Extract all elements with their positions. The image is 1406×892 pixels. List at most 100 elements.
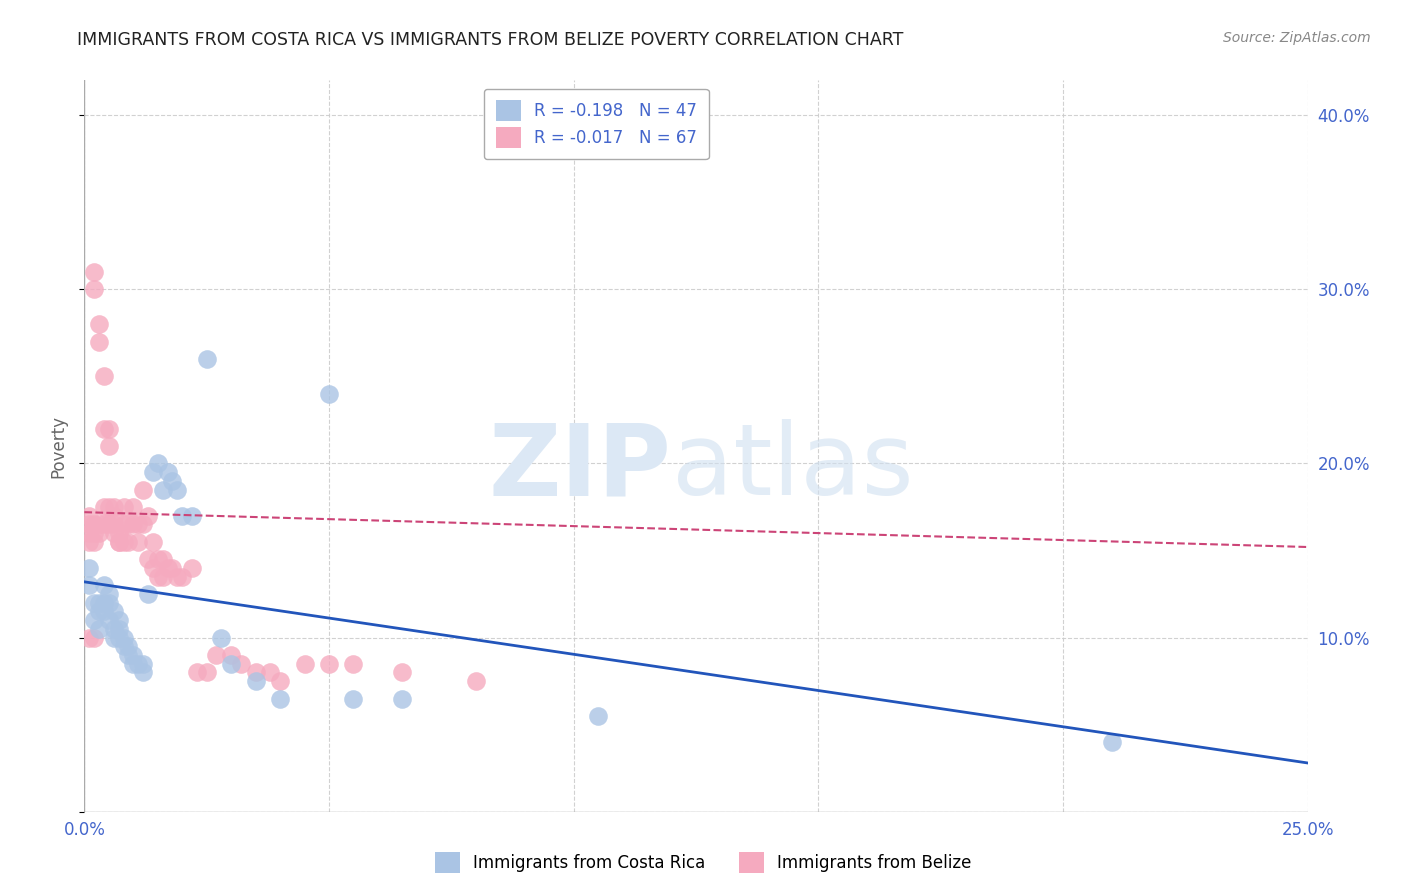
Point: [142, 561, 165, 575]
Point: [342, 691, 364, 706]
Point: [132, 517, 155, 532]
Point: [172, 508, 194, 523]
Point: [83, 517, 105, 532]
Point: [156, 561, 179, 575]
Point: [117, 648, 139, 662]
Point: [136, 552, 159, 566]
Point: [152, 483, 174, 497]
Point: [97, 596, 120, 610]
Point: [83, 282, 105, 296]
Point: [245, 674, 267, 689]
Point: [97, 439, 120, 453]
Point: [391, 691, 413, 706]
Point: [107, 534, 129, 549]
Point: [107, 613, 129, 627]
Point: [269, 674, 291, 689]
Point: [112, 631, 135, 645]
Point: [136, 508, 159, 523]
Point: [172, 569, 194, 583]
Point: [186, 665, 208, 680]
Point: [195, 665, 218, 680]
Point: [93, 604, 115, 618]
Point: [103, 517, 125, 532]
Text: IMMIGRANTS FROM COSTA RICA VS IMMIGRANTS FROM BELIZE POVERTY CORRELATION CHART: IMMIGRANTS FROM COSTA RICA VS IMMIGRANTS…: [77, 31, 904, 49]
Point: [156, 465, 179, 479]
Point: [103, 526, 125, 541]
Point: [269, 691, 291, 706]
Point: [142, 534, 165, 549]
Point: [83, 631, 105, 645]
Point: [107, 534, 129, 549]
Point: [127, 517, 149, 532]
Point: [146, 457, 169, 471]
Point: [93, 500, 115, 514]
Point: [195, 351, 218, 366]
Point: [103, 622, 125, 636]
Point: [77, 526, 100, 541]
Point: [122, 500, 145, 514]
Point: [122, 657, 145, 671]
Point: [97, 421, 120, 435]
Point: [103, 500, 125, 514]
Point: [83, 526, 105, 541]
Text: ZIP: ZIP: [489, 419, 672, 516]
Point: [132, 665, 155, 680]
Point: [117, 517, 139, 532]
Point: [97, 587, 120, 601]
Point: [83, 596, 105, 610]
Point: [83, 265, 105, 279]
Point: [87, 334, 110, 349]
Point: [107, 622, 129, 636]
Point: [166, 483, 188, 497]
Point: [162, 474, 184, 488]
Point: [127, 657, 149, 671]
Legend: R = -0.198   N = 47, R = -0.017   N = 67: R = -0.198 N = 47, R = -0.017 N = 67: [484, 88, 709, 160]
Point: [112, 517, 135, 532]
Point: [132, 483, 155, 497]
Point: [146, 569, 169, 583]
Point: [87, 517, 110, 532]
Point: [294, 657, 316, 671]
Point: [87, 526, 110, 541]
Point: [97, 500, 120, 514]
Point: [229, 657, 252, 671]
Point: [219, 648, 242, 662]
Point: [112, 500, 135, 514]
Point: [97, 613, 120, 627]
Point: [103, 508, 125, 523]
Point: [107, 526, 129, 541]
Point: [209, 631, 232, 645]
Point: [77, 508, 100, 523]
Point: [464, 674, 486, 689]
Point: [152, 552, 174, 566]
Point: [132, 657, 155, 671]
Point: [107, 631, 129, 645]
Y-axis label: Poverty: Poverty: [49, 415, 67, 477]
Point: [77, 517, 100, 532]
Point: [87, 596, 110, 610]
Point: [77, 561, 100, 575]
Point: [93, 517, 115, 532]
Point: [93, 596, 115, 610]
Point: [117, 640, 139, 654]
Point: [342, 657, 364, 671]
Point: [87, 622, 110, 636]
Point: [259, 665, 281, 680]
Point: [87, 604, 110, 618]
Point: [318, 657, 340, 671]
Point: [166, 569, 188, 583]
Point: [142, 465, 165, 479]
Point: [97, 517, 120, 532]
Point: [122, 517, 145, 532]
Point: [93, 369, 115, 384]
Point: [77, 534, 100, 549]
Point: [117, 534, 139, 549]
Point: [181, 561, 204, 575]
Point: [83, 534, 105, 549]
Point: [136, 587, 159, 601]
Point: [146, 552, 169, 566]
Point: [586, 709, 609, 723]
Text: atlas: atlas: [672, 419, 912, 516]
Point: [318, 386, 340, 401]
Point: [93, 578, 115, 592]
